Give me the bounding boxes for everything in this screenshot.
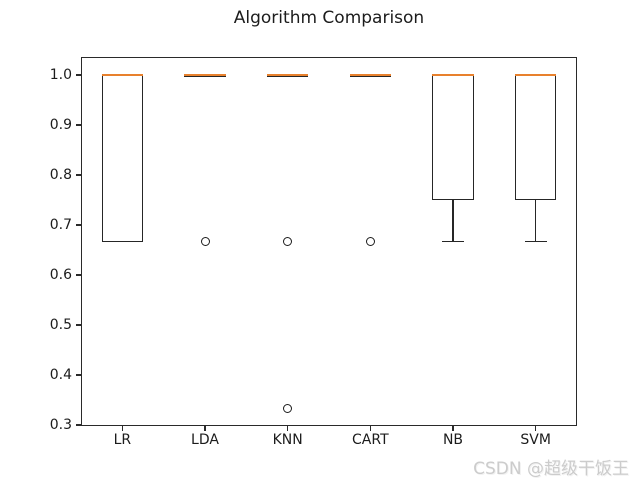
y-tick-label: 0.7 <box>49 217 72 233</box>
x-tick-mark <box>452 426 454 431</box>
y-tick-label: 0.4 <box>49 367 72 383</box>
median-line <box>101 74 143 76</box>
x-tick-label: LDA <box>191 432 219 448</box>
y-tick-label: 0.8 <box>49 167 72 183</box>
x-tick-label: CART <box>352 432 389 448</box>
x-tick-label: KNN <box>272 432 303 448</box>
x-tick-mark <box>204 426 206 431</box>
outlier-marker <box>200 237 210 246</box>
y-tick-label: 0.5 <box>49 317 72 333</box>
median-line <box>349 74 391 76</box>
x-tick-label: SVM <box>520 432 551 448</box>
x-tick-mark <box>121 426 123 431</box>
outlier-marker <box>283 404 293 413</box>
y-tick-mark <box>76 274 81 276</box>
median-line <box>432 74 474 76</box>
y-tick-label: 0.3 <box>49 417 72 433</box>
whisker-cap-low <box>442 240 464 243</box>
y-tick-mark <box>76 224 81 226</box>
x-tick-mark <box>287 426 289 431</box>
outlier-marker <box>365 237 375 246</box>
y-tick-label: 0.9 <box>49 117 72 133</box>
watermark: CSDN @超级干饭王 <box>473 459 629 479</box>
y-tick-mark <box>76 74 81 76</box>
x-tick-mark <box>535 426 537 431</box>
box-svm <box>515 75 557 200</box>
box-nb <box>432 75 474 200</box>
y-tick-mark <box>76 174 81 176</box>
whisker-lower <box>452 200 454 242</box>
median-line <box>515 74 557 76</box>
x-tick-label: NB <box>442 432 464 448</box>
whisker-lower <box>535 200 537 242</box>
y-tick-label: 0.6 <box>49 267 72 283</box>
y-tick-mark <box>76 374 81 376</box>
outlier-marker <box>283 237 293 246</box>
y-tick-mark <box>76 424 81 426</box>
y-tick-mark <box>76 124 81 126</box>
plot-area <box>81 57 577 426</box>
median-line <box>184 74 226 76</box>
y-tick-label: 1.0 <box>49 67 72 83</box>
x-tick-label: LR <box>113 432 132 448</box>
median-line <box>267 74 309 76</box>
x-tick-mark <box>369 426 371 431</box>
y-tick-mark <box>76 324 81 326</box>
box-lr <box>101 75 143 242</box>
whisker-cap-low <box>524 240 547 243</box>
chart-title: Algorithm Comparison <box>233 8 425 28</box>
